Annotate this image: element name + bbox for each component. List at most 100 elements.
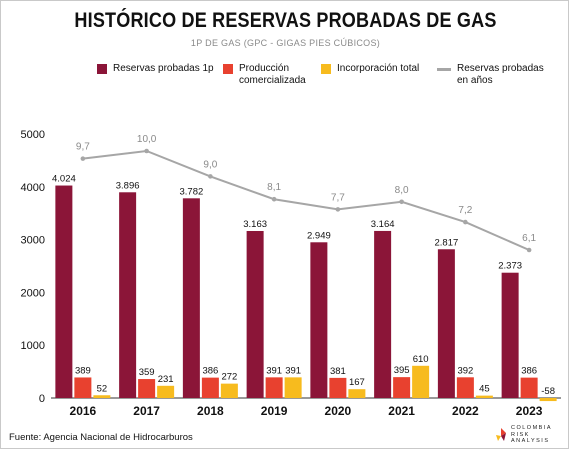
legend-item-production: Producción comercializada	[223, 63, 327, 87]
years-label: 7,7	[331, 192, 345, 203]
legend-label-incorporation: Incorporación total	[337, 63, 420, 74]
bar-label-production: 395	[394, 365, 410, 376]
bar-label-incorporation: 272	[221, 372, 237, 383]
brand-mark-icon	[496, 427, 506, 441]
bar-label-production: 381	[330, 366, 346, 377]
bar-production	[393, 377, 411, 398]
bar-label-production: 389	[75, 365, 91, 376]
brand-line-3: ANALYSIS	[511, 438, 550, 444]
chart-subtitle: 1P DE GAS (GPC - GIGAS PIES CÚBICOS)	[190, 38, 381, 48]
bar-production	[329, 377, 347, 398]
brand-line-2: RISK	[511, 431, 530, 438]
bar-reserves	[374, 230, 392, 398]
bar-incorporation	[93, 395, 111, 398]
bar-label-production: 386	[521, 366, 537, 377]
bar-reserves	[501, 272, 519, 398]
source-note: Fuente: Agencia Nacional de Hidrocarburo…	[9, 432, 193, 443]
bar-reserves	[310, 242, 328, 398]
chart-title: HISTÓRICO DE RESERVAS PROBADAS DE GAS	[74, 9, 497, 32]
x-tick-label: 2023	[516, 404, 543, 418]
bar-label-production: 359	[139, 367, 155, 378]
legend-swatch-incorporation	[321, 64, 331, 74]
years-point	[526, 247, 532, 253]
bar-label-reserves: 2.949	[307, 230, 331, 241]
bar-label-incorporation: -58	[541, 386, 555, 397]
bar-incorporation	[412, 365, 430, 398]
legend-swatch-production	[223, 64, 233, 74]
bar-reserves	[437, 249, 455, 398]
bar-reserves	[55, 185, 73, 398]
legend-item-incorporation: Incorporación total	[321, 63, 419, 75]
years-label: 7,2	[458, 205, 472, 216]
legend-label-reserves: Reservas probadas 1p	[113, 63, 214, 74]
bar-incorporation	[220, 383, 238, 398]
y-tick-label: 1000	[21, 340, 45, 352]
brand-logo: COLOMBIA RISK ANALYSIS	[495, 425, 552, 445]
bar-label-production: 386	[202, 366, 218, 377]
brand-wordmark: COLOMBIA RISK ANALYSIS	[511, 425, 552, 445]
years-label: 6,1	[522, 233, 536, 244]
bar-production	[138, 379, 156, 398]
x-tick-label: 2018	[197, 404, 224, 418]
bar-label-incorporation: 610	[413, 354, 429, 365]
chart-legend: Reservas probadas 1p Producción comercia…	[1, 63, 568, 93]
bar-label-incorporation: 167	[349, 377, 365, 388]
x-tick-label: 2016	[70, 404, 97, 418]
bar-label-reserves: 2.817	[434, 237, 458, 248]
years-label: 9,0	[203, 159, 217, 170]
years-line	[82, 149, 530, 251]
bar-label-reserves: 3.782	[179, 186, 203, 197]
x-tick-label: 2020	[325, 404, 352, 418]
legend-label-years: Reservas probadas en años	[457, 63, 544, 86]
years-label: 9,7	[76, 142, 90, 153]
years-point	[208, 174, 213, 179]
bar-incorporation	[539, 398, 557, 402]
years-label: 8,1	[267, 182, 281, 193]
y-tick-label: 4000	[21, 182, 45, 194]
bar-label-incorporation: 391	[285, 365, 301, 376]
legend-label-production: Producción comercializada	[239, 63, 306, 86]
legend-item-years: Reservas probadas en años	[437, 63, 557, 87]
bar-production	[201, 377, 219, 398]
years-label: 10,0	[137, 134, 157, 145]
bar-production	[74, 377, 92, 398]
years-point	[463, 219, 468, 225]
y-tick-label: 3000	[21, 235, 45, 247]
years-point	[80, 156, 86, 161]
years-point	[335, 207, 341, 212]
bar-label-reserves: 3.163	[243, 219, 267, 230]
bar-label-reserves: 3.896	[116, 180, 140, 191]
years-point	[399, 199, 404, 205]
bar-incorporation	[157, 385, 175, 398]
bar-reserves	[182, 198, 200, 398]
years-point	[271, 196, 277, 202]
y-tick-label: 2000	[21, 287, 45, 299]
bar-reserves	[119, 192, 137, 398]
legend-swatch-years	[437, 68, 451, 71]
x-tick-label: 2021	[388, 404, 415, 418]
y-tick-label: 0	[39, 393, 45, 405]
x-tick-label: 2017	[133, 404, 160, 418]
years-label: 8,0	[395, 185, 409, 196]
bar-incorporation	[284, 377, 302, 398]
x-tick-label: 2022	[452, 404, 479, 418]
bar-label-production: 391	[266, 365, 282, 376]
bar-production	[265, 377, 283, 398]
x-tick-label: 2019	[261, 404, 288, 418]
brand-line-1: COLOMBIA	[511, 425, 553, 431]
years-point	[144, 148, 149, 154]
bar-production	[520, 377, 538, 398]
legend-swatch-reserves	[97, 64, 107, 74]
bar-label-reserves: 4.024	[52, 174, 76, 185]
bar-label-incorporation: 45	[479, 384, 490, 395]
bar-incorporation	[348, 389, 366, 398]
legend-item-reserves: Reservas probadas 1p	[97, 63, 214, 75]
bar-label-production: 392	[457, 365, 473, 376]
bar-production	[456, 377, 474, 398]
bar-label-reserves: 2.373	[498, 261, 522, 272]
bar-incorporation	[475, 395, 493, 398]
bar-reserves	[246, 230, 264, 398]
bar-label-incorporation: 52	[97, 383, 108, 394]
